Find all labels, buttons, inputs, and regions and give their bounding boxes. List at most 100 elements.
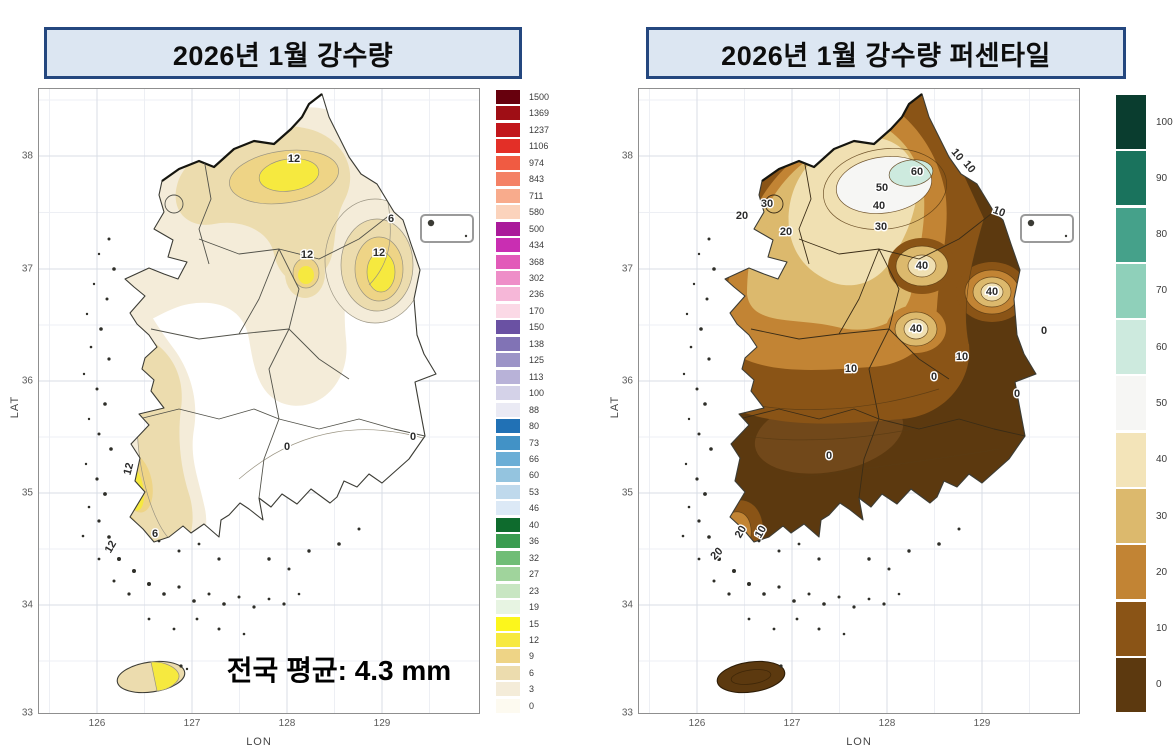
contour-label: 40	[916, 260, 928, 272]
y-tick-label: 33	[621, 707, 633, 719]
left-map-title: 2026년 1월 강수량	[44, 27, 522, 79]
legend-entry: 19	[496, 600, 549, 615]
legend-swatch	[496, 698, 520, 713]
legend-swatch	[496, 484, 520, 499]
legend-entry: 1500	[496, 90, 549, 104]
legend-value: 580	[529, 207, 545, 218]
legend-entry: 302	[496, 270, 549, 285]
legend-swatch	[496, 632, 520, 647]
legend-entry: 20	[1116, 545, 1173, 600]
legend-value: 19	[529, 602, 540, 613]
legend-entry: 15	[496, 616, 549, 631]
y-tick-label: 37	[21, 263, 33, 275]
contour-label: 20	[736, 210, 748, 222]
legend-entry: 1237	[496, 122, 550, 137]
legend-swatch	[1116, 263, 1146, 318]
x-tick-label: 128	[278, 718, 296, 729]
legend-swatch	[496, 106, 520, 121]
legend-swatch	[496, 402, 520, 417]
y-tick-label: 38	[21, 150, 33, 162]
legend-entry: 6	[496, 665, 549, 680]
y-tick-label: 33	[21, 707, 33, 719]
contour-label: 10	[956, 351, 968, 363]
contour-label: 20	[708, 545, 725, 562]
legend-value: 100	[529, 388, 545, 399]
y-tick-label: 35	[621, 487, 633, 499]
legend-swatch	[1116, 320, 1146, 375]
right-map-title: 2026년 1월 강수량 퍼센타일	[646, 27, 1126, 79]
legend-value: 88	[529, 404, 540, 415]
legend-entry: 0	[1116, 657, 1173, 712]
precip-contour-labels: 12 6 12 12 0 0 12 6 12	[101, 152, 417, 557]
contour-label: 0	[1014, 388, 1020, 400]
legend-value: 1106	[529, 141, 549, 152]
legend-value: 125	[529, 355, 545, 366]
legend-value: 1369	[529, 108, 550, 119]
legend-swatch	[1116, 489, 1146, 544]
legend-value: 500	[529, 223, 545, 234]
legend-swatch	[496, 221, 520, 236]
y-tick-label: 38	[621, 150, 633, 162]
contour-label: 40	[986, 286, 998, 298]
contour-label: 40	[873, 200, 885, 212]
legend-entry: 100	[496, 386, 549, 401]
legend-entry: 9	[496, 649, 549, 664]
contour-label: 30	[875, 221, 887, 233]
x-tick-label: 127	[783, 718, 801, 729]
legend-entry: 36	[496, 534, 549, 549]
legend-swatch	[1116, 376, 1146, 431]
legend-entry: 40	[1116, 432, 1173, 487]
precipitation-map: 12 6 12 12 0 0 12 6 12	[39, 89, 479, 713]
ulleungdo-dokdo-inset	[420, 214, 474, 243]
legend-swatch	[496, 336, 520, 351]
contour-label: 10	[845, 363, 857, 375]
legend-value: 50	[1156, 397, 1168, 409]
legend-swatch	[496, 419, 520, 434]
x-tick-label: 129	[373, 718, 391, 729]
legend-swatch	[496, 583, 520, 598]
contour-label: 12	[288, 153, 300, 165]
legend-entry: 711	[496, 188, 549, 203]
legend-entry: 368	[496, 254, 549, 269]
x-tick-label: 127	[183, 718, 201, 729]
legend-value: 170	[529, 305, 545, 316]
legend-value: 1237	[529, 124, 550, 135]
legend-swatch	[496, 386, 520, 401]
legend-swatch	[496, 369, 520, 384]
contour-label: 12	[122, 462, 137, 477]
contour-label: 10	[961, 158, 978, 175]
legend-value: 66	[529, 453, 540, 464]
contour-label: 0	[826, 450, 832, 462]
national-average-annotation: 전국 평균: 4.3 mm	[226, 655, 452, 686]
legend-swatch	[496, 501, 520, 516]
legend-swatch	[1116, 151, 1146, 206]
legend-swatch	[496, 188, 520, 203]
legend-value: 1500	[529, 92, 550, 102]
legend-entry: 32	[496, 550, 549, 565]
contour-label: 12	[373, 247, 385, 259]
legend-value: 302	[529, 272, 545, 283]
legend-entry: 843	[496, 172, 549, 187]
y-tick-label: 36	[621, 375, 633, 387]
legend-value: 40	[529, 519, 540, 530]
legend-entry: 100	[1116, 95, 1173, 149]
legend-value: 15	[529, 618, 540, 629]
right-y-axis-label: LAT	[609, 395, 621, 419]
legend-swatch	[496, 122, 520, 137]
legend-value: 20	[1156, 566, 1168, 578]
x-tick-label: 129	[973, 718, 991, 729]
legend-entry: 27	[496, 567, 549, 582]
contour-label: 0	[931, 371, 937, 383]
y-tick-label: 34	[621, 599, 633, 611]
legend-entry: 974	[496, 155, 549, 170]
legend-value: 9	[529, 651, 535, 662]
left-x-axis-label: LON	[246, 736, 272, 748]
legend-entry: 12	[496, 632, 549, 647]
legend-entry: 88	[496, 402, 549, 417]
precipitation-map-plot: 12 6 12 12 0 0 12 6 12 전국 평균: 4.3 mm LON LAT 126…	[9, 88, 480, 748]
province-boundaries	[138, 158, 426, 499]
y-tick-label: 35	[21, 487, 33, 499]
legend-entry: 500	[496, 221, 549, 236]
